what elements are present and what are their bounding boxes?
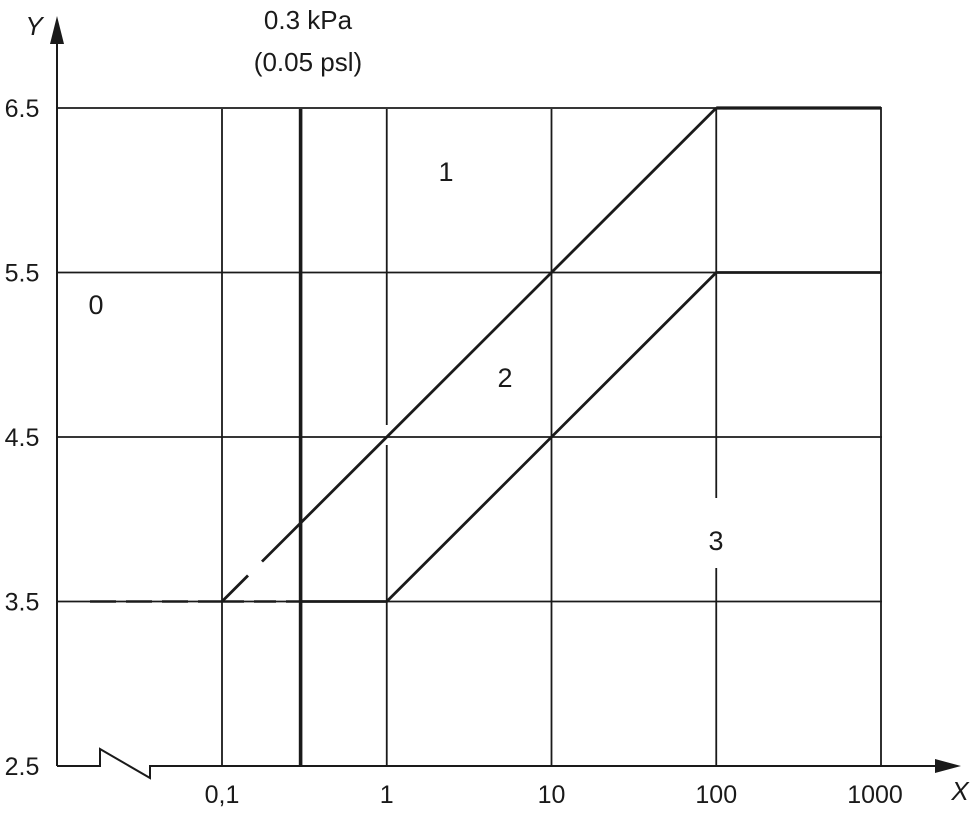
y-axis-arrow [50,16,64,44]
region-label: 3 [708,526,723,556]
series-1-line [221,574,249,603]
y-tick-label: 4.5 [5,424,40,452]
reference-label-line1: 0.3 kPa [264,5,353,35]
x-tick-label: 1 [380,781,394,809]
y-tick-label: 6.5 [5,95,40,123]
x-tick-label: 100 [695,781,737,809]
region-label: 1 [438,157,453,187]
series-lines [90,106,881,603]
region-label: 0 [88,290,103,320]
x-axis-label: X [950,776,970,806]
x-tick-label: 1000 [847,781,903,809]
y-tick-label: 5.5 [5,260,40,288]
grid [57,107,882,766]
x-axis-arrow [935,759,961,773]
y-axis-label: Y [25,11,44,41]
series-1-line [261,107,718,563]
axes [50,16,961,780]
y-tick-label: 2.5 [5,753,40,781]
x-axis [57,747,945,780]
y-tick-label: 3.5 [5,589,40,617]
x-tick-label: 10 [538,781,566,809]
series-2-line [300,271,881,603]
x-tick-label: 0,1 [205,781,240,809]
reference-label-line2: (0.05 psl) [254,47,362,77]
region-label: 2 [497,363,512,393]
